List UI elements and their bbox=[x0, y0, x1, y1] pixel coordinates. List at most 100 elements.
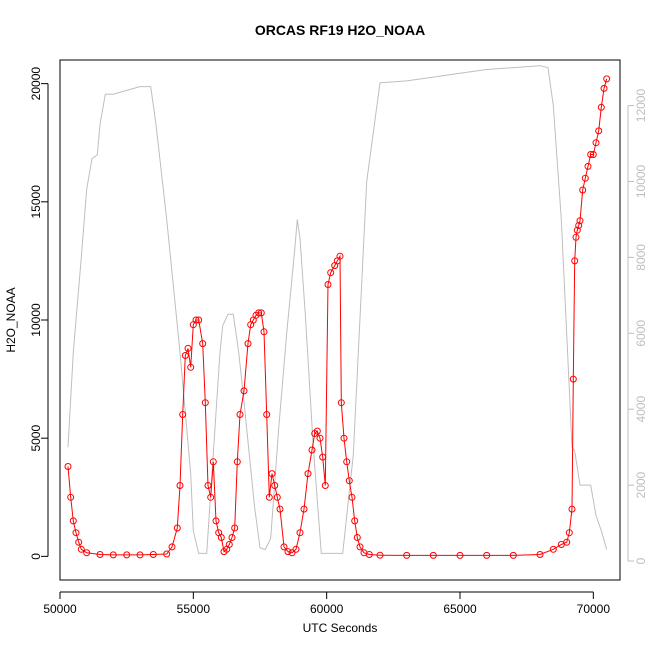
h2o-point bbox=[173, 524, 181, 532]
h2o-point bbox=[319, 453, 327, 461]
h2o-point bbox=[136, 551, 144, 559]
h2o-point bbox=[327, 269, 335, 277]
h2o-point bbox=[271, 482, 279, 489]
h2o-point bbox=[597, 103, 605, 111]
h2o-point bbox=[263, 411, 271, 418]
h2o-point bbox=[569, 375, 577, 383]
h2o-point bbox=[168, 543, 176, 551]
y2-tick-label: 10000 bbox=[634, 164, 648, 198]
h2o-point bbox=[212, 517, 220, 525]
h2o-point bbox=[244, 340, 252, 348]
x-tick-label: 55000 bbox=[177, 602, 211, 616]
h2o-point bbox=[343, 458, 351, 466]
h2o-point bbox=[265, 493, 273, 501]
h2o-point bbox=[201, 399, 209, 407]
h2o-point bbox=[209, 458, 217, 466]
h2o-point bbox=[549, 545, 557, 553]
y2-tick-label: 2000 bbox=[634, 471, 648, 498]
x-axis-label: UTC Seconds bbox=[303, 621, 378, 635]
h2o-point bbox=[304, 470, 312, 478]
h2o-point bbox=[340, 434, 348, 442]
h2o-point bbox=[483, 551, 491, 559]
h2o-point bbox=[260, 328, 268, 336]
h2o-point bbox=[96, 551, 104, 558]
h2o-point bbox=[600, 84, 608, 92]
h2o-point bbox=[324, 281, 332, 288]
y-axis: 0 5000 10000 15000 20000 bbox=[29, 67, 49, 560]
h2o-point bbox=[64, 463, 72, 470]
h2o-point bbox=[181, 352, 189, 359]
x-tick-label: 60000 bbox=[310, 602, 344, 616]
h2o-point bbox=[336, 252, 344, 260]
h2o-point bbox=[321, 482, 329, 489]
chart-title: ORCAS RF19 H2O_NOAA bbox=[255, 22, 425, 38]
y2-tick-label: 4000 bbox=[634, 396, 648, 423]
y-tick-label: 20000 bbox=[29, 67, 43, 101]
h2o-point bbox=[429, 551, 437, 559]
h2o-point bbox=[257, 309, 265, 317]
h2o-point bbox=[575, 222, 583, 229]
h2o-point bbox=[589, 151, 597, 158]
h2o-point bbox=[365, 551, 373, 558]
h2o-line bbox=[67, 78, 608, 556]
h2o-point bbox=[236, 411, 244, 418]
y2-tick-label: 8000 bbox=[634, 244, 648, 271]
h2o-point bbox=[217, 534, 225, 541]
h2o-point bbox=[176, 482, 184, 489]
h2o-point bbox=[276, 505, 284, 513]
h2o-point bbox=[184, 344, 192, 352]
x-tick-label: 65000 bbox=[443, 602, 477, 616]
h2o-point bbox=[268, 470, 276, 478]
h2o-point bbox=[273, 493, 281, 501]
h2o-point bbox=[572, 233, 580, 241]
x-axis: 50000 55000 60000 65000 70000 bbox=[43, 591, 610, 616]
h2o-point bbox=[67, 493, 75, 501]
h2o-point bbox=[75, 538, 83, 546]
h2o-point bbox=[192, 316, 200, 324]
secondary-series bbox=[67, 65, 608, 554]
h2o-point bbox=[587, 151, 595, 158]
y2-tick-label: 12000 bbox=[634, 89, 648, 123]
h2o-point bbox=[603, 75, 611, 83]
h2o-point bbox=[288, 549, 296, 557]
h2o-point bbox=[228, 534, 236, 541]
h2o-point bbox=[509, 551, 517, 559]
h2o-point bbox=[356, 543, 364, 551]
x-tick-label: 50000 bbox=[43, 602, 77, 616]
h2o-point bbox=[296, 529, 304, 537]
h2o-series bbox=[64, 75, 611, 559]
h2o-point bbox=[231, 524, 239, 532]
y-tick-label: 0 bbox=[29, 553, 43, 560]
y2-tick-label: 6000 bbox=[634, 320, 648, 347]
plot-frame bbox=[59, 59, 621, 581]
h2o-point bbox=[563, 538, 571, 546]
h2o-point bbox=[579, 186, 587, 194]
h2o-point bbox=[280, 543, 288, 551]
h2o-point bbox=[568, 505, 576, 513]
h2o-point bbox=[353, 534, 361, 541]
h2o-point bbox=[69, 517, 77, 525]
h2o-point bbox=[204, 482, 212, 489]
y-tick-label: 10000 bbox=[29, 303, 43, 337]
h2o-point bbox=[456, 551, 464, 559]
h2o-point bbox=[337, 399, 345, 407]
h2o-point bbox=[571, 257, 579, 265]
h2o-point bbox=[316, 434, 324, 442]
h2o-point bbox=[77, 545, 85, 553]
h2o-point bbox=[592, 139, 600, 147]
h2o-point bbox=[195, 316, 203, 324]
h2o-point bbox=[345, 477, 353, 485]
h2o-point bbox=[292, 545, 300, 553]
h2o-point bbox=[576, 217, 584, 225]
h2o-point bbox=[83, 549, 91, 557]
h2o-point bbox=[536, 551, 544, 558]
h2o-point bbox=[584, 162, 592, 170]
h2o-point bbox=[255, 309, 263, 317]
h2o-point bbox=[225, 541, 233, 548]
h2o-point bbox=[351, 517, 359, 525]
h2o-point bbox=[313, 427, 321, 435]
h2o-point bbox=[300, 505, 308, 513]
h2o-point bbox=[72, 529, 80, 537]
h2o-point bbox=[233, 458, 241, 466]
